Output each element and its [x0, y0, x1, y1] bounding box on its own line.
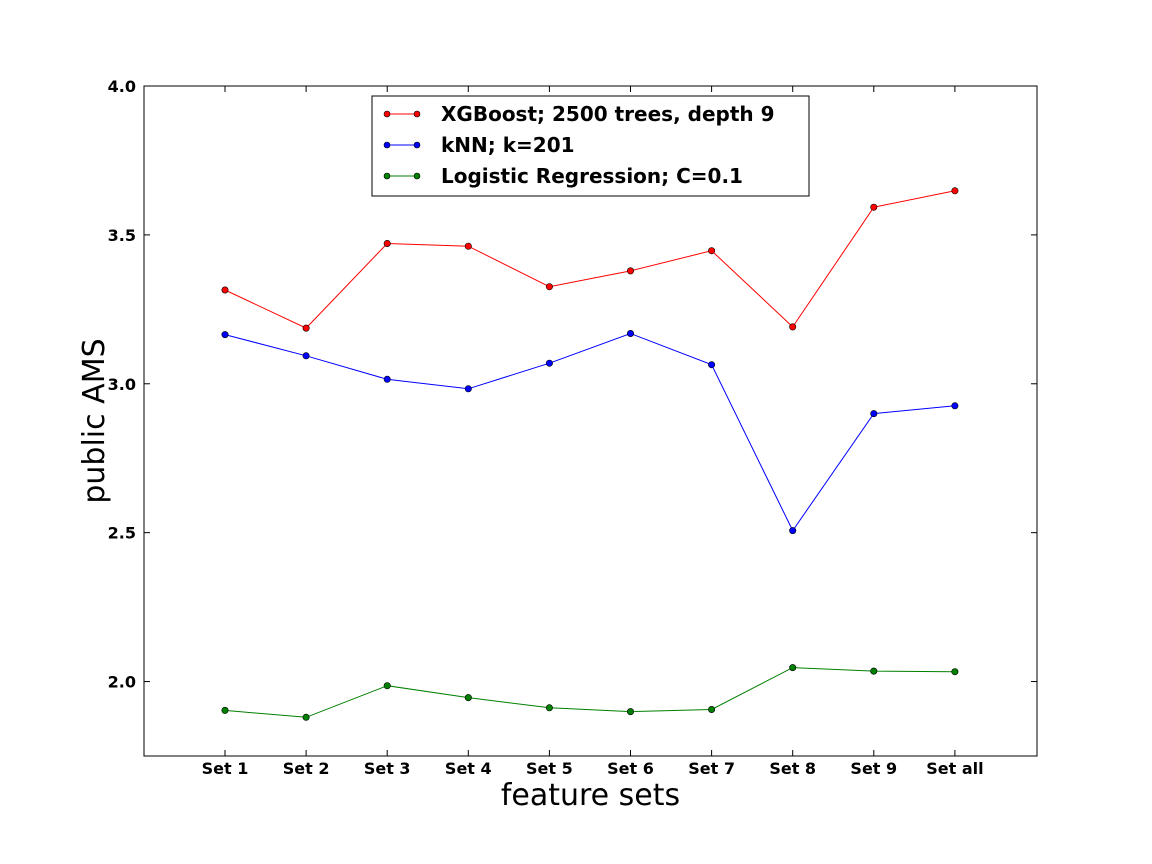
- data-point: [951, 402, 959, 410]
- data-point: [383, 375, 391, 383]
- legend-marker: [413, 110, 421, 118]
- data-point: [708, 705, 716, 713]
- data-point: [302, 352, 310, 360]
- x-tick-label: Set 4: [445, 759, 492, 778]
- data-point: [708, 361, 716, 369]
- data-point: [708, 247, 716, 255]
- legend-entry-3: Logistic Regression; C=0.1: [383, 164, 743, 188]
- legend-entry-2: kNN; k=201: [383, 133, 575, 157]
- x-tick-label: Set 3: [364, 759, 411, 778]
- legend-marker: [413, 172, 421, 180]
- x-tick-label: Set 1: [202, 759, 249, 778]
- legend-label: Logistic Regression; C=0.1: [441, 164, 743, 188]
- legend-entries: XGBoost; 2500 trees, depth 9 kNN; k=201 Lo…: [383, 102, 775, 188]
- series-3: [221, 664, 959, 721]
- legend-marker: [383, 110, 391, 118]
- data-point: [464, 694, 472, 702]
- x-tick-label: Set 7: [688, 759, 735, 778]
- y-tick-label: 4.0: [108, 77, 136, 96]
- y-axis-label: public AMS: [77, 338, 112, 503]
- data-point: [789, 323, 797, 331]
- x-tick-label: Set all: [926, 759, 983, 778]
- series-line-2: [224, 332, 955, 532]
- x-tick-label: Set 2: [283, 759, 330, 778]
- x-tick-label: Set 6: [607, 759, 654, 778]
- data-point: [626, 708, 634, 716]
- y-tick-label: 2.5: [108, 524, 136, 543]
- data-point: [870, 203, 878, 211]
- data-point: [221, 706, 229, 714]
- data-point: [383, 682, 391, 690]
- series-line-1: [224, 190, 955, 329]
- data-point: [951, 668, 959, 676]
- x-tick-label: Set 5: [526, 759, 573, 778]
- tick-group: 2.0 2.5 3.0 3.5 4.0 Set 1 Set 2 Set 3 Set 4 Set 5…: [108, 77, 1037, 778]
- data-point: [789, 527, 797, 535]
- x-axis-label: feature sets: [501, 778, 680, 813]
- x-tick-label: Set 8: [769, 759, 816, 778]
- legend-marker: [383, 141, 391, 149]
- series-1: [221, 187, 959, 332]
- x-tick-label: Set 9: [850, 759, 897, 778]
- data-point: [870, 410, 878, 418]
- data-point: [626, 267, 634, 275]
- legend-marker: [413, 141, 421, 149]
- legend-marker: [383, 172, 391, 180]
- plot-content: [221, 187, 959, 721]
- data-point: [545, 704, 553, 712]
- legend: XGBoost; 2500 trees, depth 9 kNN; k=201 Lo…: [371, 95, 810, 197]
- data-point: [789, 664, 797, 672]
- y-tick-label: 3.5: [108, 226, 136, 245]
- series-2: [221, 329, 959, 535]
- legend-label: kNN; k=201: [441, 133, 575, 157]
- legend-entry-1: XGBoost; 2500 trees, depth 9: [383, 102, 775, 126]
- data-point: [545, 283, 553, 291]
- y-tick-label: 2.0: [108, 673, 136, 692]
- data-point: [302, 324, 310, 332]
- data-point: [870, 667, 878, 675]
- plot-frame: [143, 85, 1038, 757]
- data-point: [464, 385, 472, 393]
- y-tick-label: 3.0: [108, 375, 136, 394]
- data-point: [302, 713, 310, 721]
- data-point: [221, 331, 229, 339]
- data-point: [951, 187, 959, 195]
- legend-label: XGBoost; 2500 trees, depth 9: [441, 102, 775, 126]
- legend-box: [371, 95, 810, 197]
- data-point: [221, 286, 229, 294]
- series-line-3: [224, 667, 955, 718]
- data-point: [626, 329, 634, 337]
- data-point: [383, 240, 391, 248]
- data-point: [464, 242, 472, 250]
- data-point: [545, 359, 553, 367]
